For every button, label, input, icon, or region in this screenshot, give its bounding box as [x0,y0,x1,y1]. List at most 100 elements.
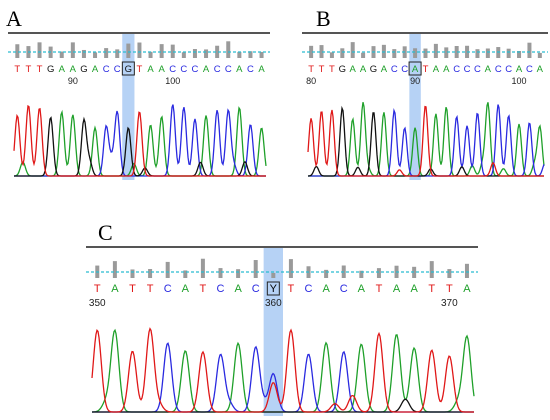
base-call: C [192,64,199,75]
base-call: C [214,64,221,75]
quality-bar [165,261,170,278]
trace-g [92,398,474,413]
base-call: G [80,64,87,75]
base-call: T [319,64,325,75]
base-call: A [59,64,66,75]
base-call: A [147,64,154,75]
base-call: C [305,283,313,295]
quality-bar [324,269,329,278]
variant-highlight [263,248,283,416]
base-call: C [464,64,471,75]
marked-base-box [121,61,135,76]
quality-bar [170,44,175,58]
base-call: T [37,64,43,75]
base-call: A [410,283,418,295]
base-call: T [329,64,335,75]
base-call: T [129,283,136,295]
quality-bar [454,46,459,58]
quality-bar [37,42,42,58]
quality-bar [115,49,120,58]
trace-t [13,104,266,177]
base-call: G [47,64,54,75]
panel-b: B T T T G A A G A C C A T A A C C C A C C A C A 80 90 100 [296,0,550,190]
base-call: A [412,64,419,75]
base-call: A [433,64,440,75]
quality-bar [226,41,231,58]
quality-bar [59,51,64,58]
chromatogram-b: T T T G A A G A C C A T A A C C C A C C A C A80 90 100 [302,32,548,180]
base-call: C [340,283,348,295]
panel-label: B [316,6,331,31]
base-call: A [322,283,330,295]
quality-bar [237,51,242,58]
base-call: A [537,64,544,75]
panel-label: A [6,6,22,31]
base-call: A [381,64,388,75]
position-tick: 350 [89,298,106,309]
base-call: A [203,64,210,75]
base-call: A [358,283,366,295]
position-tick: 100 [165,76,180,86]
base-call: G [370,64,377,75]
base-call: T [423,64,429,75]
base-call: A [485,64,492,75]
base-call: A [182,283,190,295]
quality-bar [447,269,452,278]
quality-bar [475,49,480,58]
base-call: T [308,64,314,75]
quality-bar [359,270,364,278]
base-call: C [252,283,260,295]
base-call: C [247,64,254,75]
base-call: C [180,64,187,75]
base-call: C [164,283,172,295]
base-call: C [401,64,408,75]
base-call: C [495,64,502,75]
quality-bar [319,45,324,58]
base-call: T [94,283,101,295]
base-call: A [443,64,450,75]
quality-bar [506,48,511,58]
quality-bar [183,270,188,278]
quality-bar [361,52,366,58]
quality-bar [148,51,153,58]
quality-bar [130,269,135,278]
quality-bar [192,49,197,58]
quality-bar [70,42,75,58]
base-call: C [114,64,121,75]
base-call: T [376,283,383,295]
quality-bar [429,261,434,278]
base-call: A [92,64,99,75]
base-call: C [453,64,460,75]
base-call: C [225,64,232,75]
quality-bar [236,269,241,278]
quality-bar [412,266,417,278]
quality-bar [485,48,490,58]
base-call: G [125,64,132,75]
base-call: T [26,64,32,75]
quality-bar [159,44,164,58]
base-call: A [463,283,471,295]
quality-bar [104,48,109,58]
base-call: C [526,64,533,75]
quality-bar [126,43,131,58]
quality-bar [259,51,264,58]
base-call: G [339,64,346,75]
quality-bar [288,259,293,278]
base-call: C [103,64,110,75]
base-call: C [505,64,512,75]
position-tick: 100 [512,76,527,86]
quality-bar [112,261,117,278]
quality-bar [15,44,20,58]
quality-bar [148,269,153,278]
quality-bar [392,49,397,58]
position-tick: 360 [265,298,282,309]
quality-bar [218,268,223,278]
base-call: A [158,64,165,75]
base-call: Y [270,283,278,295]
quality-bar [527,42,532,58]
base-call: A [360,64,367,75]
base-call: T [446,283,453,295]
position-tick: 90 [410,76,420,86]
trace-t [91,327,474,413]
marked-base-box [266,281,280,296]
